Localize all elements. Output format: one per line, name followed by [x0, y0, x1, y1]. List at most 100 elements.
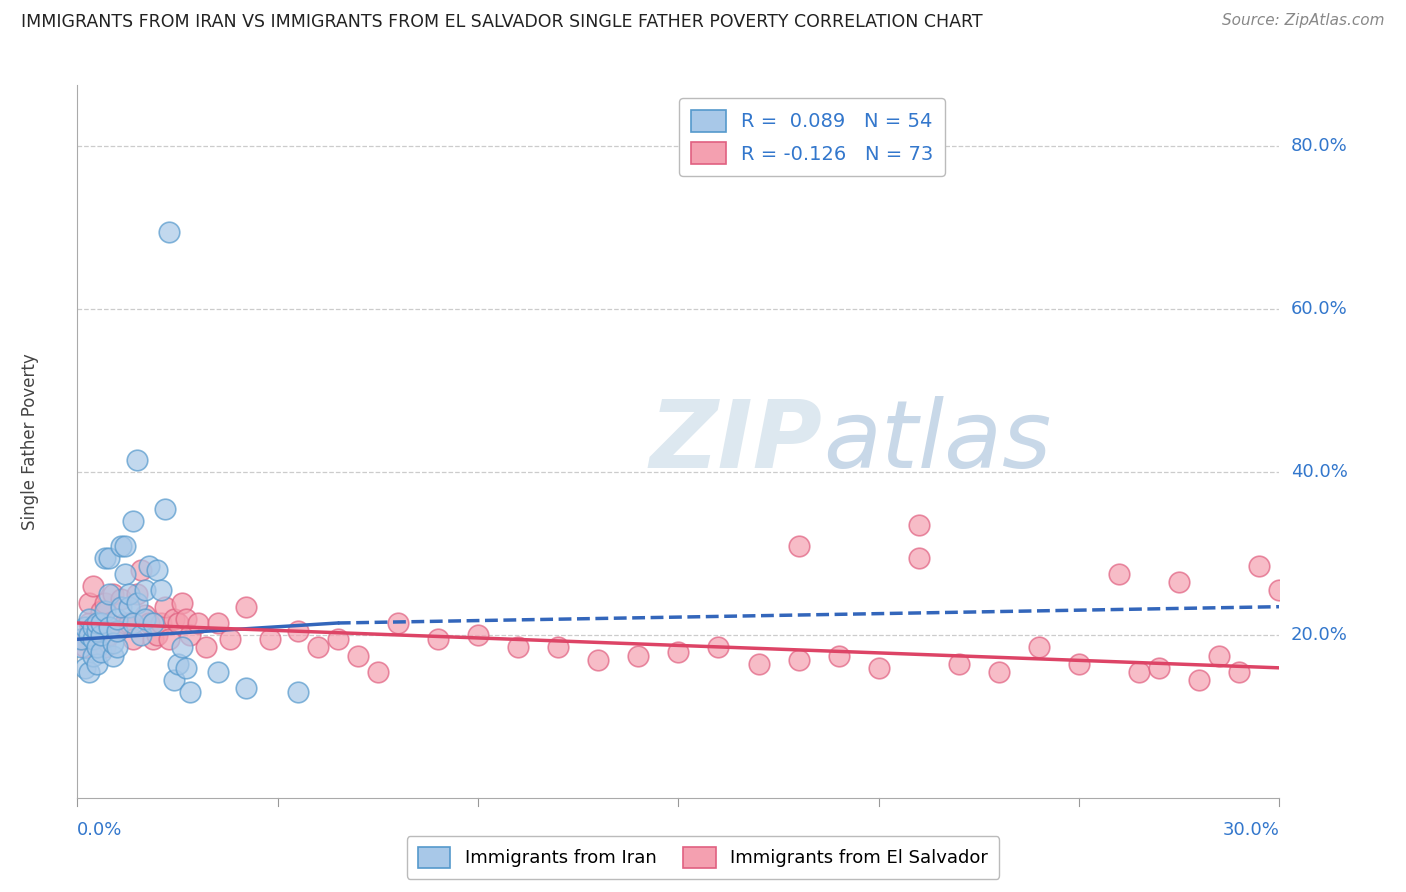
Point — [207, 665, 229, 679]
Point — [467, 628, 489, 642]
Point — [131, 628, 153, 642]
Point — [90, 604, 112, 618]
Point — [110, 539, 132, 553]
Point — [508, 640, 530, 655]
Point — [218, 632, 240, 647]
Point — [98, 587, 121, 601]
Point — [307, 640, 329, 655]
Point — [110, 591, 132, 606]
Point — [1069, 657, 1091, 671]
Point — [134, 583, 156, 598]
Point — [155, 599, 177, 614]
Point — [82, 632, 104, 647]
Point — [127, 453, 149, 467]
Point — [86, 657, 108, 671]
Point — [347, 648, 370, 663]
Text: Source: ZipAtlas.com: Source: ZipAtlas.com — [1222, 13, 1385, 29]
Point — [1128, 665, 1150, 679]
Point — [1249, 558, 1271, 573]
Point — [627, 648, 650, 663]
Point — [86, 615, 108, 630]
Point — [146, 563, 169, 577]
Point — [118, 587, 141, 601]
Point — [103, 587, 125, 601]
Point — [868, 661, 890, 675]
Point — [110, 599, 132, 614]
Point — [122, 514, 145, 528]
Point — [75, 620, 97, 634]
Point — [186, 615, 209, 630]
Point — [948, 657, 970, 671]
Point — [131, 563, 153, 577]
Point — [86, 640, 108, 655]
Point — [174, 612, 197, 626]
Point — [107, 612, 129, 626]
Point — [179, 628, 201, 642]
Point — [134, 607, 156, 622]
Point — [70, 632, 93, 647]
Point — [828, 648, 851, 663]
Point — [787, 539, 810, 553]
Point — [159, 632, 181, 647]
Point — [114, 539, 136, 553]
Text: 0.0%: 0.0% — [77, 822, 122, 839]
Point — [1168, 575, 1191, 590]
Point — [122, 632, 145, 647]
Point — [1108, 567, 1130, 582]
Point — [94, 596, 117, 610]
Point — [1028, 640, 1050, 655]
Point — [194, 640, 217, 655]
Point — [98, 615, 121, 630]
Point — [588, 653, 610, 667]
Point — [287, 685, 309, 699]
Point — [98, 620, 121, 634]
Point — [170, 640, 193, 655]
Point — [367, 665, 389, 679]
Point — [159, 225, 181, 239]
Point — [94, 604, 117, 618]
Text: Single Father Poverty: Single Father Poverty — [21, 353, 39, 530]
Point — [75, 661, 97, 675]
Point — [94, 640, 117, 655]
Point — [79, 665, 101, 679]
Point — [174, 661, 197, 675]
Point — [122, 615, 145, 630]
Point — [387, 615, 409, 630]
Point — [82, 648, 104, 663]
Point — [162, 673, 184, 687]
Point — [326, 632, 349, 647]
Point — [98, 550, 121, 565]
Point — [70, 640, 93, 655]
Point — [162, 612, 184, 626]
Point — [787, 653, 810, 667]
Text: 40.0%: 40.0% — [1291, 463, 1347, 481]
Point — [150, 615, 173, 630]
Point — [79, 615, 101, 630]
Legend: Immigrants from Iran, Immigrants from El Salvador: Immigrants from Iran, Immigrants from El… — [406, 836, 1000, 879]
Point — [142, 632, 165, 647]
Point — [107, 640, 129, 655]
Point — [179, 685, 201, 699]
Point — [707, 640, 730, 655]
Point — [86, 640, 108, 655]
Point — [82, 628, 104, 642]
Point — [90, 615, 112, 630]
Point — [427, 632, 450, 647]
Point — [127, 596, 149, 610]
Point — [1208, 648, 1230, 663]
Text: 60.0%: 60.0% — [1291, 300, 1347, 318]
Legend: R =  0.089   N = 54, R = -0.126   N = 73: R = 0.089 N = 54, R = -0.126 N = 73 — [679, 98, 945, 176]
Point — [166, 615, 188, 630]
Text: 30.0%: 30.0% — [1223, 822, 1279, 839]
Point — [82, 620, 104, 634]
Point — [82, 579, 104, 593]
Point — [103, 648, 125, 663]
Point — [170, 596, 193, 610]
Point — [155, 501, 177, 516]
Point — [146, 628, 169, 642]
Text: ZIP: ZIP — [650, 395, 823, 488]
Point — [1149, 661, 1171, 675]
Point — [86, 615, 108, 630]
Point — [114, 567, 136, 582]
Point — [668, 644, 690, 658]
